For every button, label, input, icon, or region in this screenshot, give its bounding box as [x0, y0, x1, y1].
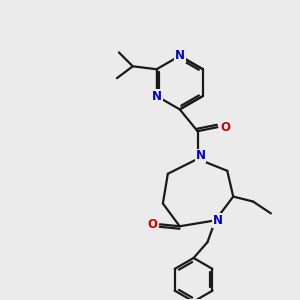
Text: N: N — [152, 89, 162, 103]
Text: O: O — [147, 218, 157, 231]
Text: N: N — [196, 149, 206, 162]
Text: N: N — [213, 214, 224, 227]
Text: O: O — [220, 121, 230, 134]
Text: N: N — [175, 50, 185, 62]
